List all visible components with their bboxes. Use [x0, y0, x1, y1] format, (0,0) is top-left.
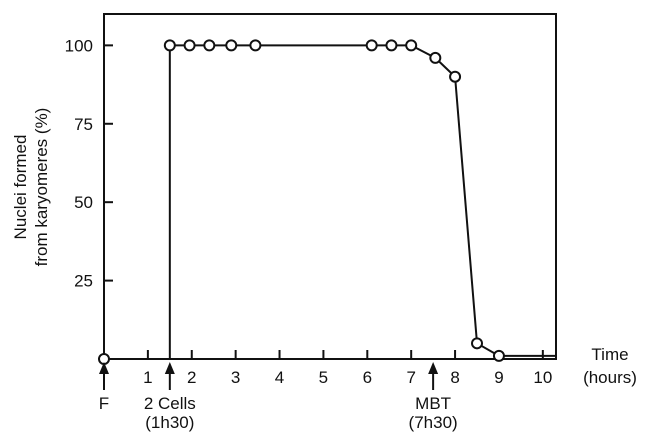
x-tick-label: 8 [450, 368, 459, 387]
annotation-label: MBT [415, 394, 451, 413]
y-tick-label: 25 [74, 272, 93, 291]
x-tick-label: 2 [187, 368, 196, 387]
data-point [203, 39, 216, 52]
y-axis: 25 50 75 100 [65, 36, 113, 291]
data-point [405, 39, 418, 52]
y-axis-label-line-1: Nuclei formed [11, 135, 30, 240]
data-point [183, 39, 196, 52]
annotation-arrow-head [164, 362, 175, 374]
series-group [98, 39, 556, 365]
x-tick-label: 5 [319, 368, 328, 387]
annotation-arrow-head [99, 362, 109, 374]
y-tick-label: 50 [74, 193, 93, 212]
y-tick-label: 75 [74, 115, 93, 134]
data-point [385, 39, 398, 52]
x-tick-label: 7 [406, 368, 415, 387]
x-tick-label: 9 [494, 368, 503, 387]
data-point [429, 51, 442, 64]
x-tick-label: 3 [231, 368, 240, 387]
x-axis-label-line-2: (hours) [583, 368, 637, 387]
annotation-label: F [99, 394, 109, 413]
data-point [365, 39, 378, 52]
data-point [225, 39, 238, 52]
y-tick-label: 100 [65, 36, 93, 55]
annotation-label: (7h30) [409, 413, 458, 432]
annotations-group: F 2 Cells(1h30) MBT(7h30) [99, 362, 458, 432]
annotation-label: (1h30) [145, 413, 194, 432]
data-point [492, 349, 505, 362]
x-axis-label-line-1: Time [591, 345, 628, 364]
data-point [449, 70, 462, 83]
annotation-label: 2 Cells [144, 394, 196, 413]
data-point [471, 337, 484, 350]
x-tick-label: 1 [143, 368, 152, 387]
data-point [249, 39, 262, 52]
x-tick-label: 10 [533, 368, 552, 387]
annotation-arrow-head [428, 362, 439, 374]
y-axis-label-line-2: from karyomeres (%) [32, 108, 51, 267]
x-tick-label: 6 [363, 368, 372, 387]
plot-frame [103, 13, 557, 360]
data-point [163, 39, 176, 52]
x-tick-label: 4 [275, 368, 284, 387]
series-line [104, 44, 556, 360]
x-axis: 1 2 3 4 5 6 7 8 9 10 [143, 350, 552, 387]
